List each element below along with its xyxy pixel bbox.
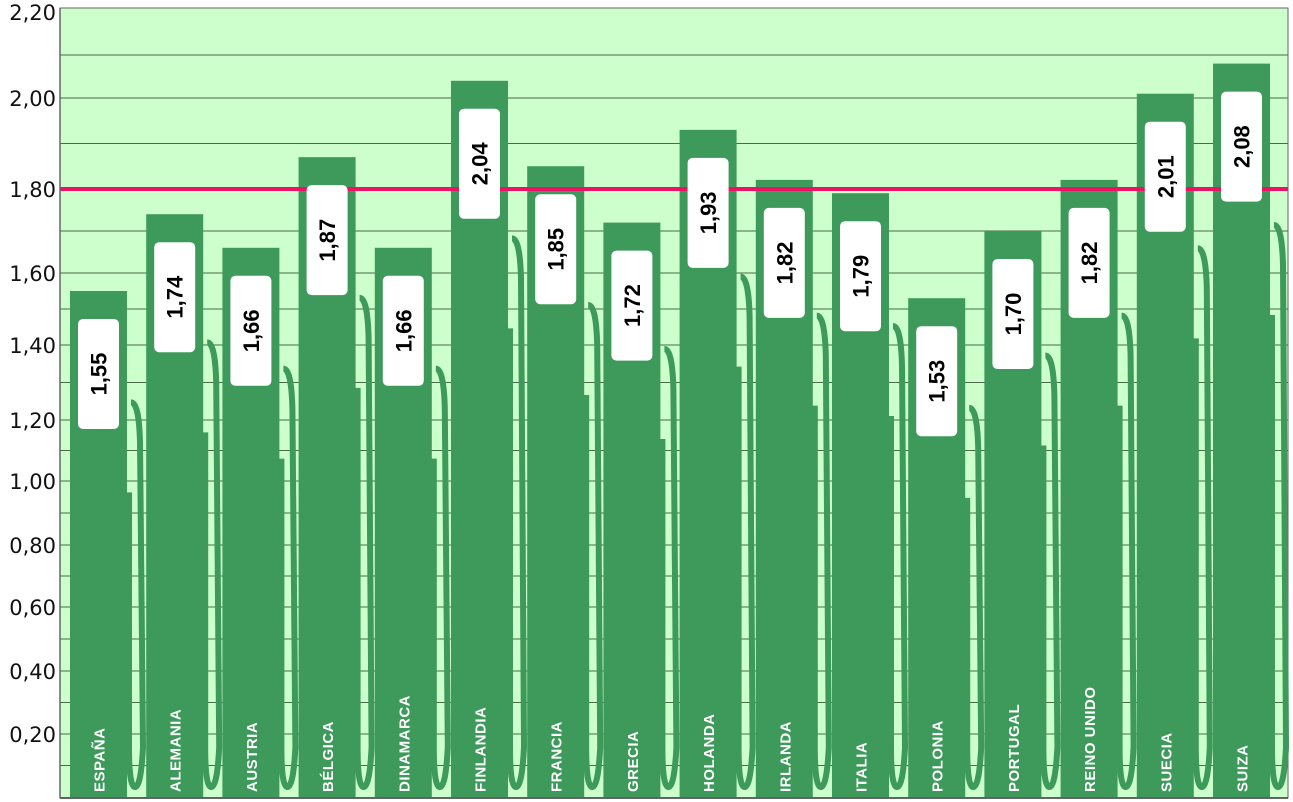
value-labels: ESPAÑA 1,55 ALEMANIA 1,74 AUSTRIA 1,66 BÉLGICA… <box>78 91 1262 793</box>
bar-decoration <box>1269 221 1290 791</box>
bar-decoration <box>354 294 375 791</box>
value-label: 2,01 <box>1153 155 1178 198</box>
category-label: PORTUGAL <box>1006 704 1023 792</box>
value-label: 1,87 <box>315 219 340 262</box>
value-label-box <box>535 194 577 305</box>
y-tick-label: 1,40 <box>9 334 56 358</box>
y-tick-label: 1,60 <box>9 262 56 286</box>
value-label: 1,72 <box>620 284 645 327</box>
category-label: REINO UNIDO <box>1082 686 1099 792</box>
value-label: 1,66 <box>239 309 264 352</box>
category-label: HOLANDA <box>701 714 718 793</box>
bar-decoration <box>430 365 451 791</box>
category-label: FINLANDIA <box>473 707 490 792</box>
value-label-box <box>306 185 348 296</box>
value-label-box <box>382 275 424 386</box>
value-label: 1,82 <box>772 241 797 284</box>
value-label-box <box>687 157 729 268</box>
bar-decoration <box>278 365 299 791</box>
bar-decoration <box>659 345 680 791</box>
category-label: SUECIA <box>1158 732 1175 792</box>
value-label: 2,04 <box>468 142 493 186</box>
y-tick-label: 0,60 <box>9 596 56 620</box>
value-label: 1,79 <box>849 255 874 298</box>
value-label-box <box>916 326 958 437</box>
value-label-box <box>78 319 119 429</box>
value-label: 1,53 <box>925 360 950 403</box>
bar-decoration <box>1040 352 1061 791</box>
category-label: DINAMARCA <box>396 695 413 792</box>
y-tick-label: 2,20 <box>9 1 56 25</box>
value-label: 1,70 <box>1001 293 1026 336</box>
bar-decoration <box>735 273 756 791</box>
y-tick-label: 0,80 <box>9 534 56 558</box>
bar-decoration <box>1116 312 1137 791</box>
bar-decoration <box>811 312 832 791</box>
value-label-box <box>763 207 805 318</box>
category-label: ESPAÑA <box>91 728 109 792</box>
value-label: 1,55 <box>87 353 112 396</box>
value-label: 1,74 <box>163 275 188 319</box>
value-label-box <box>154 242 196 353</box>
bar-decoration <box>126 399 147 791</box>
value-label-box <box>611 250 653 361</box>
value-label-box <box>1144 121 1186 232</box>
bar-decoration <box>964 404 985 791</box>
category-label: IRLANDA <box>777 721 794 792</box>
category-label: AUSTRIA <box>244 722 261 792</box>
category-label: FRANCIA <box>549 721 566 792</box>
category-label: SUIZA <box>1235 745 1252 793</box>
y-tick-label: 0,40 <box>9 660 56 684</box>
y-tick-label: 1,80 <box>9 178 56 202</box>
value-label: 1,93 <box>696 191 721 234</box>
y-axis-ticks: 0,20 0,40 0,60 0,80 1,00 1,20 1,40 1,60 1,80 2,00… <box>9 1 56 747</box>
value-label: 1,82 <box>1077 241 1102 284</box>
value-label-box <box>992 259 1034 369</box>
value-label-box <box>1068 207 1110 318</box>
category-label: GRECIA <box>625 731 642 792</box>
value-label: 1,85 <box>544 228 569 271</box>
bar-decoration <box>583 302 604 791</box>
category-label: ALEMANIA <box>168 709 185 792</box>
value-label-box <box>230 275 272 386</box>
bar-decoration <box>1192 245 1213 791</box>
y-tick-label: 0,20 <box>9 723 56 747</box>
category-label: ITALIA <box>854 742 871 792</box>
value-label-box <box>840 221 881 332</box>
y-tick-label: 2,00 <box>9 87 56 111</box>
bar-decoration <box>202 339 223 791</box>
category-label: BÉLGICA <box>320 721 337 792</box>
category-label: POLONIA <box>930 720 947 792</box>
bar-decoration <box>507 235 528 791</box>
value-label: 2,08 <box>1230 125 1255 168</box>
y-tick-label: 1,00 <box>9 470 56 494</box>
value-label-box <box>1221 91 1262 202</box>
bar-decoration <box>888 323 909 791</box>
y-tick-label: 1,20 <box>9 409 56 433</box>
value-label-box <box>459 108 500 219</box>
value-label: 1,66 <box>391 309 416 352</box>
